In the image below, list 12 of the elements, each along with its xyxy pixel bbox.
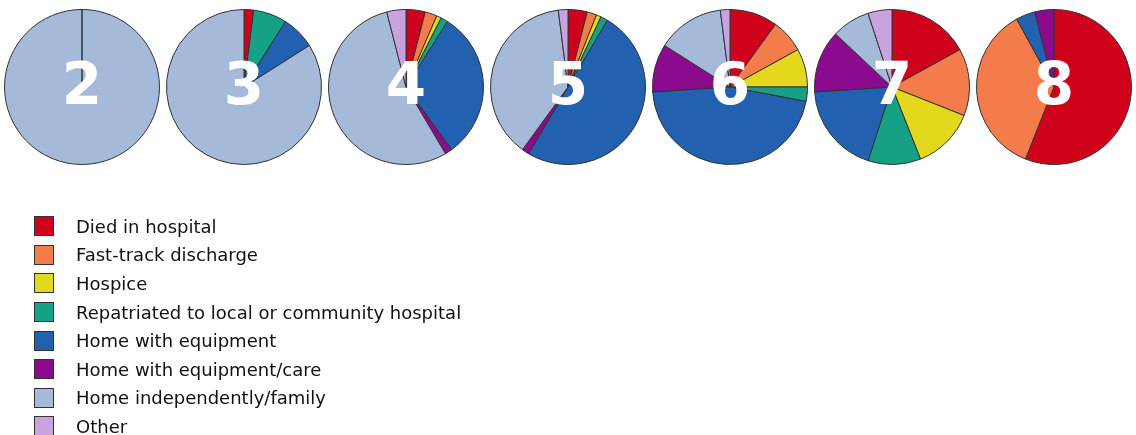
slice-label: 7 bbox=[871, 50, 913, 119]
legend-label: Home with equipment bbox=[76, 330, 277, 352]
legend-label: Home with equipment/care bbox=[76, 358, 322, 380]
legend-label: Died in hospital bbox=[76, 215, 217, 237]
slice-label: 8 bbox=[1033, 50, 1075, 119]
legend-label: Home independently/family bbox=[76, 387, 326, 409]
legend-label: Repatriated to local or community hospital bbox=[76, 301, 462, 323]
slice-label: 3 bbox=[223, 50, 265, 119]
legend-label: Fast-track discharge bbox=[76, 244, 258, 266]
legend-label: Other bbox=[76, 415, 128, 435]
slice-label: 2 bbox=[61, 50, 103, 119]
legend-label: Hospice bbox=[76, 272, 148, 294]
